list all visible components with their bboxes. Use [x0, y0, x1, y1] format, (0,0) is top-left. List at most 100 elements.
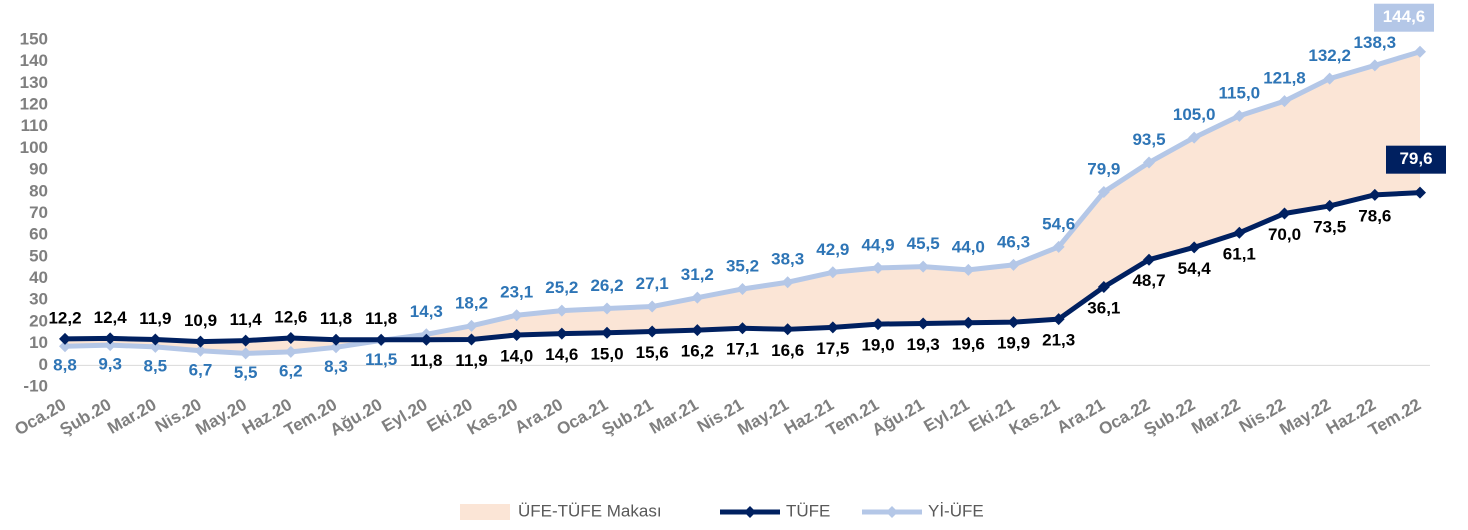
value-label: 44,9: [861, 235, 894, 254]
x-tick-label: Oca.20: [11, 395, 69, 439]
point-marker: [284, 331, 297, 344]
point-marker: [420, 333, 433, 346]
value-label: 35,2: [726, 256, 759, 275]
value-label: 6,2: [279, 361, 303, 380]
point-marker: [601, 326, 613, 339]
value-label: 115,0: [1219, 83, 1261, 102]
value-label: 16,6: [771, 341, 804, 360]
point-marker: [691, 324, 704, 337]
legend-swatch: [460, 504, 510, 520]
value-label: 19,3: [907, 335, 940, 354]
y-tick-label: 60: [29, 225, 48, 244]
value-label: 11,9: [139, 309, 171, 328]
point-marker: [1368, 59, 1381, 72]
point-marker: [104, 339, 117, 352]
value-label: 105,0: [1173, 105, 1216, 124]
point-marker: [872, 318, 884, 331]
y-tick-label: 130: [20, 73, 48, 92]
x-tick-label: Kas.21: [1006, 395, 1063, 439]
value-label: 17,1: [726, 340, 759, 359]
point-marker: [149, 333, 162, 346]
x-tick-label: Tem.20: [281, 395, 340, 440]
point-marker: [465, 319, 478, 332]
x-tick-label: Şub.22: [1141, 395, 1199, 439]
point-marker: [646, 325, 659, 338]
x-tick-label: Ağu.21: [869, 395, 928, 440]
value-label: 11,8: [410, 351, 442, 370]
point-marker: [1233, 109, 1246, 122]
x-tick-label: Kas.20: [464, 395, 521, 439]
point-marker: [59, 340, 71, 353]
y-tick-label: 70: [29, 203, 48, 222]
value-label: 14,3: [410, 302, 443, 321]
value-label: 12,2: [48, 308, 81, 327]
x-tick-label: Oca.21: [553, 395, 611, 439]
value-label-box: [1374, 3, 1434, 32]
point-marker: [1278, 207, 1291, 220]
value-label: 17,5: [816, 339, 849, 358]
value-label: 14,0: [500, 346, 533, 365]
y-tick-label: 150: [20, 29, 48, 48]
point-marker: [962, 263, 975, 276]
gap-area: [65, 51, 1420, 354]
value-label: 12,6: [274, 307, 307, 326]
value-label: 38,3: [771, 250, 804, 269]
point-marker: [284, 345, 297, 358]
value-label: 78,6: [1358, 206, 1391, 225]
x-tick-label: Oca.22: [1095, 395, 1153, 439]
value-label: 54,6: [1042, 214, 1075, 233]
point-marker: [555, 327, 568, 340]
value-label: 14,6: [545, 345, 578, 364]
point-marker: [59, 332, 71, 345]
value-label: 15,0: [590, 344, 623, 363]
value-label: 79,6: [1399, 149, 1432, 168]
value-label: 11,8: [365, 309, 397, 328]
x-tick-label: Şub.20: [57, 395, 115, 439]
value-label: 138,3: [1354, 33, 1397, 52]
y-tick-label: 90: [29, 160, 48, 179]
point-marker: [330, 333, 342, 346]
value-label: 16,2: [681, 342, 714, 361]
value-label: 25,2: [545, 278, 578, 297]
value-label: 15,6: [636, 343, 669, 362]
point-marker: [194, 344, 207, 357]
value-label-box: [1386, 145, 1446, 174]
point-marker: [330, 341, 342, 354]
value-label: 21,3: [1042, 331, 1075, 350]
point-marker: [1007, 316, 1020, 329]
point-marker: [1278, 95, 1291, 108]
point-marker: [781, 276, 794, 289]
value-label: 121,8: [1263, 69, 1306, 88]
point-marker: [1097, 186, 1110, 199]
value-label: 31,2: [681, 265, 714, 284]
value-label: 9,3: [98, 355, 122, 374]
point-marker: [781, 323, 794, 336]
point-marker: [1323, 199, 1336, 212]
y-tick-label: 30: [29, 290, 48, 309]
point-marker: [646, 300, 659, 313]
value-label: 5,5: [234, 363, 258, 382]
y-tick-label: 100: [20, 138, 48, 157]
legend-marker: [886, 506, 898, 518]
x-tick-label: May.21: [734, 395, 792, 439]
point-marker: [1414, 186, 1426, 199]
point-marker: [736, 282, 749, 295]
point-marker: [465, 333, 478, 346]
y-tick-label: 110: [21, 116, 48, 135]
point-marker: [149, 340, 162, 353]
y-tick-label: 80: [29, 181, 48, 200]
y-tick-label: 120: [20, 95, 48, 114]
point-marker: [1097, 281, 1110, 294]
x-tick-label: Tem.22: [1365, 395, 1424, 440]
value-label: 45,5: [907, 234, 940, 253]
x-tick-label: Mar.22: [1188, 395, 1243, 438]
point-marker: [601, 302, 613, 315]
point-marker: [1007, 258, 1020, 271]
value-label: 11,4: [230, 310, 263, 329]
point-marker: [1368, 188, 1381, 201]
x-tick-label: Mar.20: [104, 395, 159, 438]
x-tick-label: May.22: [1276, 395, 1334, 439]
x-tick-label: Eyl.20: [379, 395, 431, 436]
point-marker: [104, 332, 117, 345]
